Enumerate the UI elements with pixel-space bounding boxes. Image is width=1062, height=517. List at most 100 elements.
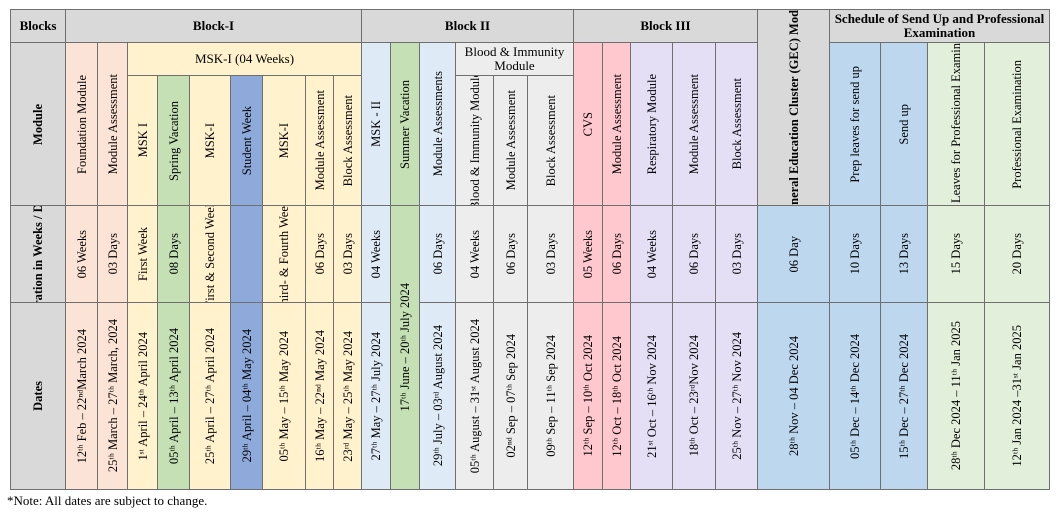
duration-cell-7-text: Third- & Fourth Weeks — [277, 205, 291, 303]
duration-cell-10: 04 Weeks — [361, 205, 391, 303]
module-cell-10: MSK - II — [361, 42, 391, 206]
module-cell-12-text: Module Assessments — [430, 71, 445, 177]
dates-cell-15-text: 09ᵗʰ Sep – 11ᵗʰ Sep 2024 — [543, 335, 558, 457]
dates-cell-5: 25ᵗʰ April – 27ᵗʰ April 2024 — [189, 302, 231, 490]
module-cell-20: Block Assessment — [715, 42, 758, 206]
module-cell-11-text: Summer Vacation — [398, 79, 412, 169]
module-cell-10-text: MSK - II — [369, 101, 383, 147]
dates-cell-2-text: 25ᵗʰ March – 27ᵗʰ March, 2024 — [105, 319, 120, 473]
module-cell-3: MSK I — [127, 75, 158, 206]
module-cell-24: Prep Leaves for Professional Examination — [927, 42, 985, 206]
module-cell-22-text: Prep leaves for send up — [848, 65, 862, 183]
block2-header: Block II — [361, 9, 574, 43]
dates-cell-21-text: 28ᵗʰ Nov – 04 Dec 2024 — [786, 336, 801, 456]
dates-cell-17: 12ᵗʰ Oct – 18ᵗʰ Oct 2024 — [602, 302, 631, 490]
block3-header-text: Block III — [640, 18, 691, 33]
duration-cell-25: 20 Days — [984, 205, 1050, 303]
dates-cell-11: 17ᵗʰ June – 20ᵗʰ July 2024 — [390, 205, 420, 490]
dates-cell-20: 25ᵗʰ Nov – 27ᵗʰ Nov 2024 — [715, 302, 758, 490]
duration-cell-23-text: 13 Days — [897, 233, 911, 275]
dates-cell-11-text: 17ᵗʰ June – 20ᵗʰ July 2024 — [398, 283, 412, 412]
dates-cell-6-text: 29ᵗʰ April – 04ᵗʰ May 2024 — [239, 329, 254, 463]
duration-cell-15: 03 Days — [527, 205, 574, 303]
duration-cell-20-text: 03 Days — [729, 233, 744, 275]
module-cell-1-text: Foundation Module — [74, 74, 89, 174]
module-cell-5: MSK-I — [189, 75, 231, 206]
duration-cell-16: 05 Weeks — [573, 205, 603, 303]
module-cell-11: Summer Vacation — [390, 42, 420, 206]
dates-cell-1: 12ᵗʰ Feb – 22ⁿᵈMarch 2024 — [65, 302, 98, 490]
dates-cell-6: 29ᵗʰ April – 04ᵗʰ May 2024 — [230, 302, 263, 490]
duration-cell-23: 13 Days — [880, 205, 928, 303]
dates-cell-16: 12ᵗʰ Sep – 10ᵗʰ Oct 2024 — [573, 302, 603, 490]
module-cell-1: Foundation Module — [65, 42, 98, 206]
module-cell-17-text: Module Assessment — [609, 73, 624, 175]
module-cell-22: Prep leaves for send up — [829, 42, 881, 206]
dates-cell-18-text: 21ˢᵗ Oct – 16ᵗʰ Nov 2024 — [644, 334, 659, 458]
dates-cell-3-text: 1ˢᵗ April – 24ᵗʰ April 2024 — [135, 331, 150, 461]
duration-cell-12-text: 06 Days — [430, 233, 445, 275]
block1-header: Block-I — [65, 9, 362, 43]
duration-cell-24-text: 15 Days — [949, 233, 963, 275]
duration-cell-3-text: First Week — [135, 227, 150, 281]
row-label-module-text: Module — [31, 103, 45, 145]
dates-cell-8: 16ᵗʰ May – 22ⁿᵈ May 2024 — [305, 302, 334, 490]
msk1-group-header: MSK-I (04 Weeks) — [127, 42, 362, 76]
blood-group-header-text: Blood & Immunity Module — [464, 44, 565, 73]
duration-cell-21-text: 06 Day — [786, 235, 801, 273]
duration-cell-18-text: 04 Weeks — [644, 229, 659, 279]
dates-cell-19: 18ᵗʰ Oct – 23ʳᵈNov 2024 — [672, 302, 716, 490]
duration-cell-14: 06 Days — [493, 205, 528, 303]
duration-cell-25-text: 20 Days — [1010, 233, 1024, 275]
duration-cell-6 — [230, 205, 263, 303]
module-cell-6: Student Week — [230, 75, 263, 206]
exam-header: Schedule of Send Up and Professional Exa… — [829, 9, 1050, 43]
module-cell-14-text: Module Assessment — [503, 90, 518, 191]
module-cell-18-text: Respiratory Module — [644, 73, 659, 175]
duration-cell-1-text: 06 Weeks — [74, 229, 89, 279]
dates-cell-25-text: 12ᵗʰ Jan 2024 –31ˢᵗ Jan 2025 — [1010, 325, 1024, 467]
module-cell-7-text: MSK-I — [277, 122, 291, 159]
duration-cell-8: 06 Days — [305, 205, 334, 303]
duration-cell-19-text: 06 Days — [687, 233, 701, 275]
dates-cell-15: 09ᵗʰ Sep – 11ᵗʰ Sep 2024 — [527, 302, 574, 490]
corner-header: Blocks — [10, 9, 66, 43]
dates-cell-17-text: 12ᵗʰ Oct – 18ᵗʰ Oct 2024 — [609, 335, 624, 457]
module-cell-5-text: MSK-I — [203, 122, 217, 159]
module-cell-16-text: CVS — [581, 111, 595, 137]
module-cell-13-text: Blood & Immunity Module — [467, 75, 482, 206]
dates-cell-3: 1ˢᵗ April – 24ᵗʰ April 2024 — [127, 302, 158, 490]
duration-cell-24: 15 Days — [927, 205, 985, 303]
duration-cell-12: 06 Days — [419, 205, 456, 303]
module-cell-18: Respiratory Module — [630, 42, 673, 206]
duration-cell-17-text: 06 Days — [609, 233, 624, 275]
dates-cell-4: 05ᵗʰ April – 13ᵗʰ April 2024 — [157, 302, 190, 490]
dates-cell-22-text: 05ᵗʰ Dec – 14ᵗʰ Dec 2024 — [848, 333, 862, 459]
block1-header-text: Block-I — [192, 18, 235, 33]
module-cell-4: Spring Vacation — [157, 75, 190, 206]
module-cell-19: Module Assessment — [672, 42, 716, 206]
dates-cell-19-text: 18ᵗʰ Oct – 23ʳᵈNov 2024 — [687, 335, 701, 457]
duration-cell-3: First Week — [127, 205, 158, 303]
row-label-module: Module — [10, 42, 66, 206]
dates-cell-7: 05ᵗʰ May – 15ᵗʰ May 2024 — [262, 302, 306, 490]
block3-header: Block III — [573, 9, 758, 43]
dates-cell-1-text: 12ᵗʰ Feb – 22ⁿᵈMarch 2024 — [74, 328, 89, 464]
block2-header-text: Block II — [444, 18, 491, 33]
module-cell-19-text: Module Assessment — [687, 73, 701, 175]
corner-header-text: Blocks — [19, 18, 57, 33]
duration-cell-5: First & Second Week — [189, 205, 231, 303]
dates-cell-25: 12ᵗʰ Jan 2024 –31ˢᵗ Jan 2025 — [984, 302, 1050, 490]
duration-cell-10-text: 04 Weeks — [369, 229, 383, 279]
dates-cell-5-text: 25ᵗʰ April – 27ᵗʰ April 2024 — [203, 327, 217, 465]
module-cell-24-text: Prep Leaves for Professional Examination — [949, 42, 963, 206]
duration-cell-19: 06 Days — [672, 205, 716, 303]
module-cell-14: Module Assessment — [493, 75, 528, 206]
duration-cell-5-text: First & Second Week — [203, 205, 217, 303]
duration-cell-9-text: 03 Days — [340, 233, 355, 275]
dates-cell-18: 21ˢᵗ Oct – 16ᵗʰ Nov 2024 — [630, 302, 673, 490]
duration-cell-16-text: 05 Weeks — [581, 229, 595, 279]
dates-cell-13: 05ᵗʰ August – 31ˢᵗ August 2024 — [455, 302, 494, 490]
duration-cell-13: 04 Weeks — [455, 205, 494, 303]
module-cell-25: Professional Examination — [984, 42, 1050, 206]
